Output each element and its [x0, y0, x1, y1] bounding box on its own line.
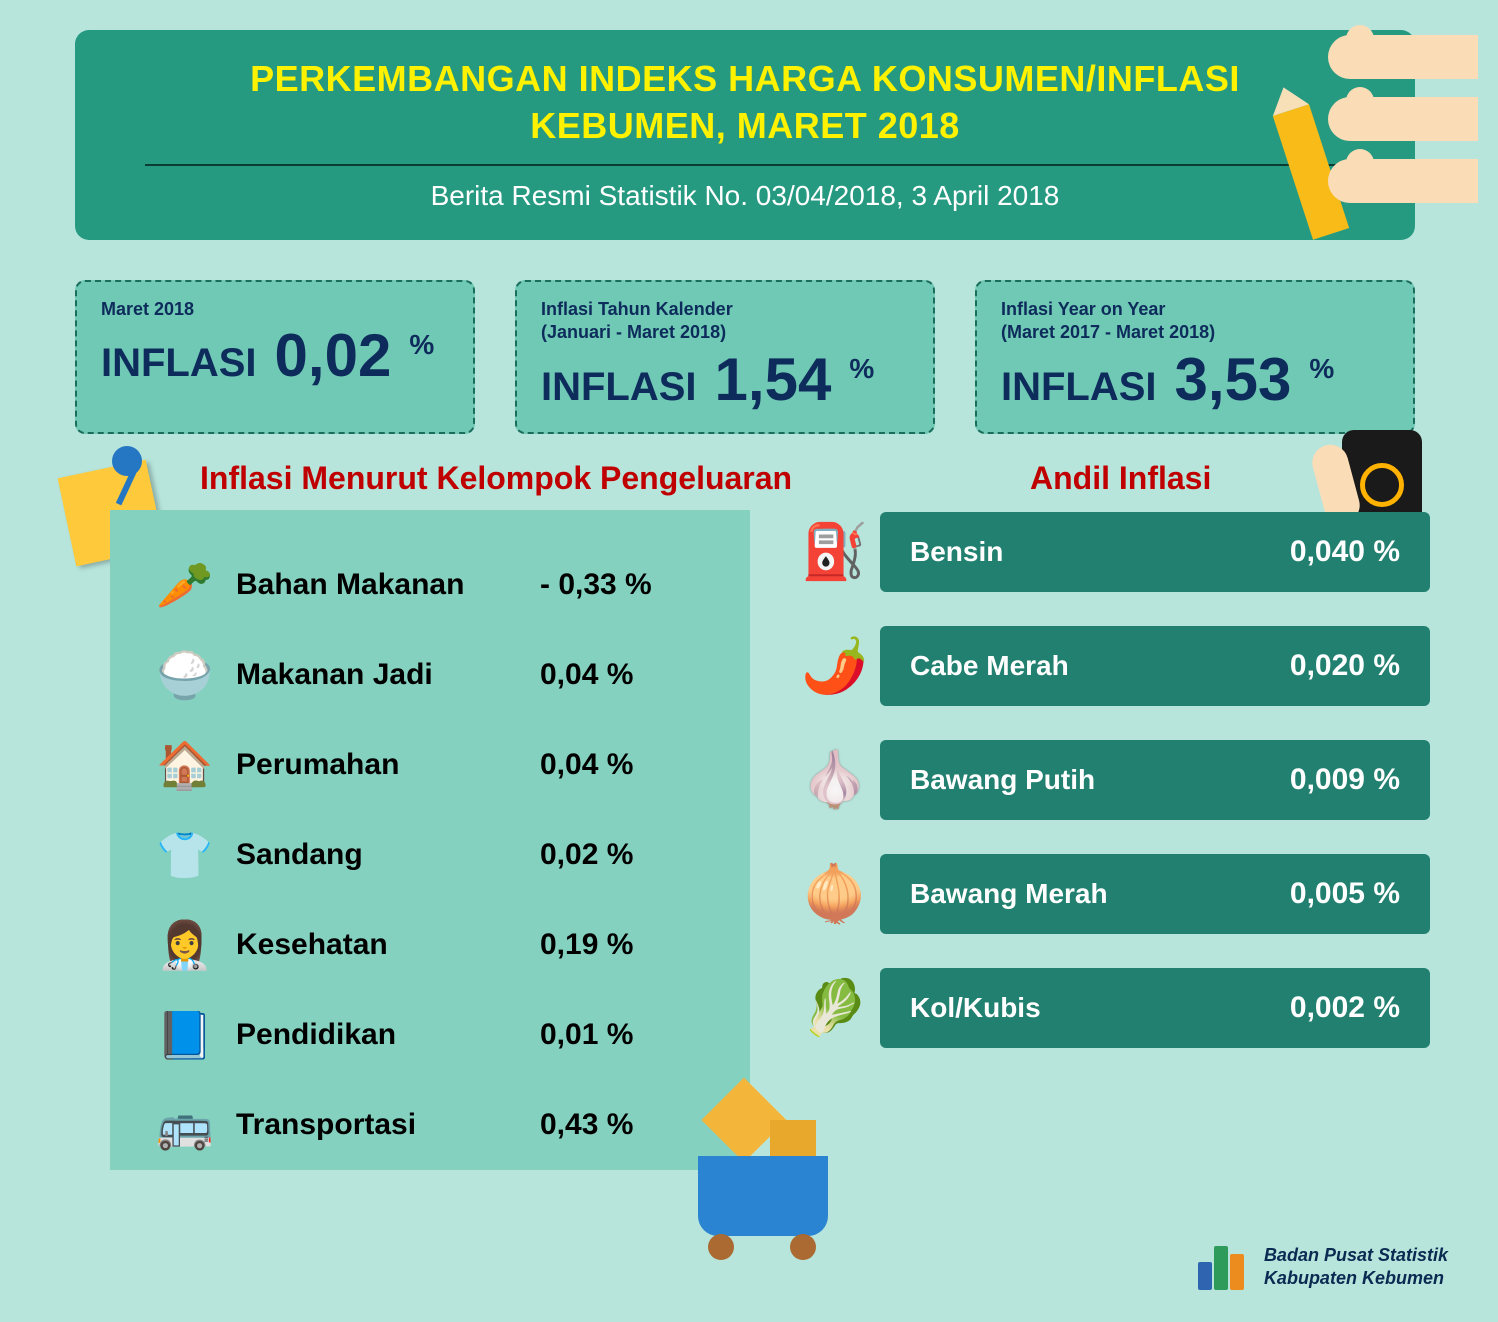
andil-body: Bensin 0,040 %: [880, 512, 1430, 592]
category-row: 📘 Pendidikan 0,01 %: [150, 990, 720, 1080]
bps-logo-icon: [1196, 1240, 1250, 1294]
andil-body: Bawang Merah 0,005 %: [880, 854, 1430, 934]
hand-3: [1328, 159, 1478, 203]
category-label: Sandang: [220, 838, 540, 872]
header-title: PERKEMBANGAN INDEKS HARGA KONSUMEN/INFLA…: [115, 56, 1375, 150]
andil-body: Kol/Kubis 0,002 %: [880, 968, 1430, 1048]
category-row: 🥕 Bahan Makanan - 0,33 %: [150, 540, 720, 630]
header-subtitle: Berita Resmi Statistik No. 03/04/2018, 3…: [115, 180, 1375, 212]
stat-caption: Maret 2018: [101, 298, 453, 321]
category-label: Kesehatan: [220, 928, 540, 962]
fuel-icon: ⛽: [790, 507, 880, 597]
andil-body: Cabe Merah 0,020 %: [880, 626, 1430, 706]
bus-icon: 🚌: [150, 1090, 220, 1160]
cabbage-icon: 🥬: [790, 963, 880, 1053]
header-band: PERKEMBANGAN INDEKS HARGA KONSUMEN/INFLA…: [75, 30, 1415, 240]
stat-label: INFLASI: [101, 341, 257, 386]
stat-value: 0,02: [275, 321, 392, 390]
andil-body: Bawang Putih 0,009 %: [880, 740, 1430, 820]
stat-caption: Inflasi Tahun Kalender: [541, 298, 913, 321]
category-label: Pendidikan: [220, 1018, 540, 1052]
header-divider: [145, 164, 1345, 166]
house-icon: 🏠: [150, 730, 220, 800]
stat-caption2: (Januari - Maret 2018): [541, 321, 913, 344]
andil-value: 0,002 %: [1290, 991, 1400, 1025]
title-line1: PERKEMBANGAN INDEKS HARGA KONSUMEN/INFLA…: [250, 58, 1240, 99]
footer-text: Badan Pusat Statistik Kabupaten Kebumen: [1264, 1244, 1448, 1291]
book-icon: 📘: [150, 1000, 220, 1070]
andil-label: Kol/Kubis: [910, 992, 1041, 1024]
category-row: 👩‍⚕️ Kesehatan 0,19 %: [150, 900, 720, 990]
andil-label: Cabe Merah: [910, 650, 1069, 682]
category-value: 0,01 %: [540, 1018, 720, 1052]
andil-panel: ⛽ Bensin 0,040 % 🌶️ Cabe Merah 0,020 % 🧄…: [790, 505, 1430, 1075]
chili-icon: 🌶️: [790, 621, 880, 711]
category-label: Bahan Makanan: [220, 568, 540, 602]
category-row: 👕 Sandang 0,02 %: [150, 810, 720, 900]
andil-row: 🥬 Kol/Kubis 0,002 %: [790, 961, 1430, 1055]
footer: Badan Pusat Statistik Kabupaten Kebumen: [1196, 1240, 1448, 1294]
bowl-icon: 🍚: [150, 640, 220, 710]
left-section-title: Inflasi Menurut Kelompok Pengeluaran: [200, 460, 792, 497]
stat-value: 1,54: [715, 345, 832, 414]
category-value: 0,04 %: [540, 748, 720, 782]
footer-line2: Kabupaten Kebumen: [1264, 1268, 1444, 1288]
stat-card-yoy: Inflasi Year on Year (Maret 2017 - Maret…: [975, 280, 1415, 434]
title-line2: KEBUMEN, MARET 2018: [530, 105, 960, 146]
andil-value: 0,040 %: [1290, 535, 1400, 569]
andil-row: 🧄 Bawang Putih 0,009 %: [790, 733, 1430, 827]
category-label: Makanan Jadi: [220, 658, 540, 692]
andil-value: 0,005 %: [1290, 877, 1400, 911]
andil-value: 0,009 %: [1290, 763, 1400, 797]
stat-value: 3,53: [1175, 345, 1292, 414]
stat-label: INFLASI: [541, 365, 697, 410]
category-value: 0,19 %: [540, 928, 720, 962]
category-row: 🚌 Transportasi 0,43 %: [150, 1080, 720, 1170]
stat-unit: %: [409, 329, 434, 361]
category-value: 0,04 %: [540, 658, 720, 692]
category-value: 0,02 %: [540, 838, 720, 872]
stat-caption2: (Maret 2017 - Maret 2018): [1001, 321, 1393, 344]
category-label: Transportasi: [220, 1108, 540, 1142]
andil-label: Bensin: [910, 536, 1003, 568]
andil-value: 0,020 %: [1290, 649, 1400, 683]
garlic-icon: 🧄: [790, 735, 880, 825]
shopping-cart-graphic: [680, 1090, 860, 1260]
footer-line1: Badan Pusat Statistik: [1264, 1245, 1448, 1265]
category-value: - 0,33 %: [540, 568, 720, 602]
health-icon: 👩‍⚕️: [150, 910, 220, 980]
right-section-title: Andil Inflasi: [1030, 460, 1211, 497]
andil-row: 🌶️ Cabe Merah 0,020 %: [790, 619, 1430, 713]
expenditure-panel: 🥕 Bahan Makanan - 0,33 % 🍚 Makanan Jadi …: [110, 510, 750, 1170]
andil-label: Bawang Putih: [910, 764, 1095, 796]
andil-row: ⛽ Bensin 0,040 %: [790, 505, 1430, 599]
hand-2: [1328, 97, 1478, 141]
category-row: 🍚 Makanan Jadi 0,04 %: [150, 630, 720, 720]
carrot-icon: 🥕: [150, 550, 220, 620]
andil-label: Bawang Merah: [910, 878, 1108, 910]
hand-1: [1328, 35, 1478, 79]
stat-card-month: Maret 2018 INFLASI 0,02%: [75, 280, 475, 434]
stat-label: INFLASI: [1001, 365, 1157, 410]
category-label: Perumahan: [220, 748, 540, 782]
stat-unit: %: [849, 353, 874, 385]
stat-card-calendar: Inflasi Tahun Kalender (Januari - Maret …: [515, 280, 935, 434]
onion-icon: 🧅: [790, 849, 880, 939]
andil-row: 🧅 Bawang Merah 0,005 %: [790, 847, 1430, 941]
hands-graphic: [1328, 35, 1498, 221]
stat-unit: %: [1309, 353, 1334, 385]
stat-row: Maret 2018 INFLASI 0,02% Inflasi Tahun K…: [75, 280, 1415, 434]
stat-caption: Inflasi Year on Year: [1001, 298, 1393, 321]
category-row: 🏠 Perumahan 0,04 %: [150, 720, 720, 810]
shirt-icon: 👕: [150, 820, 220, 890]
